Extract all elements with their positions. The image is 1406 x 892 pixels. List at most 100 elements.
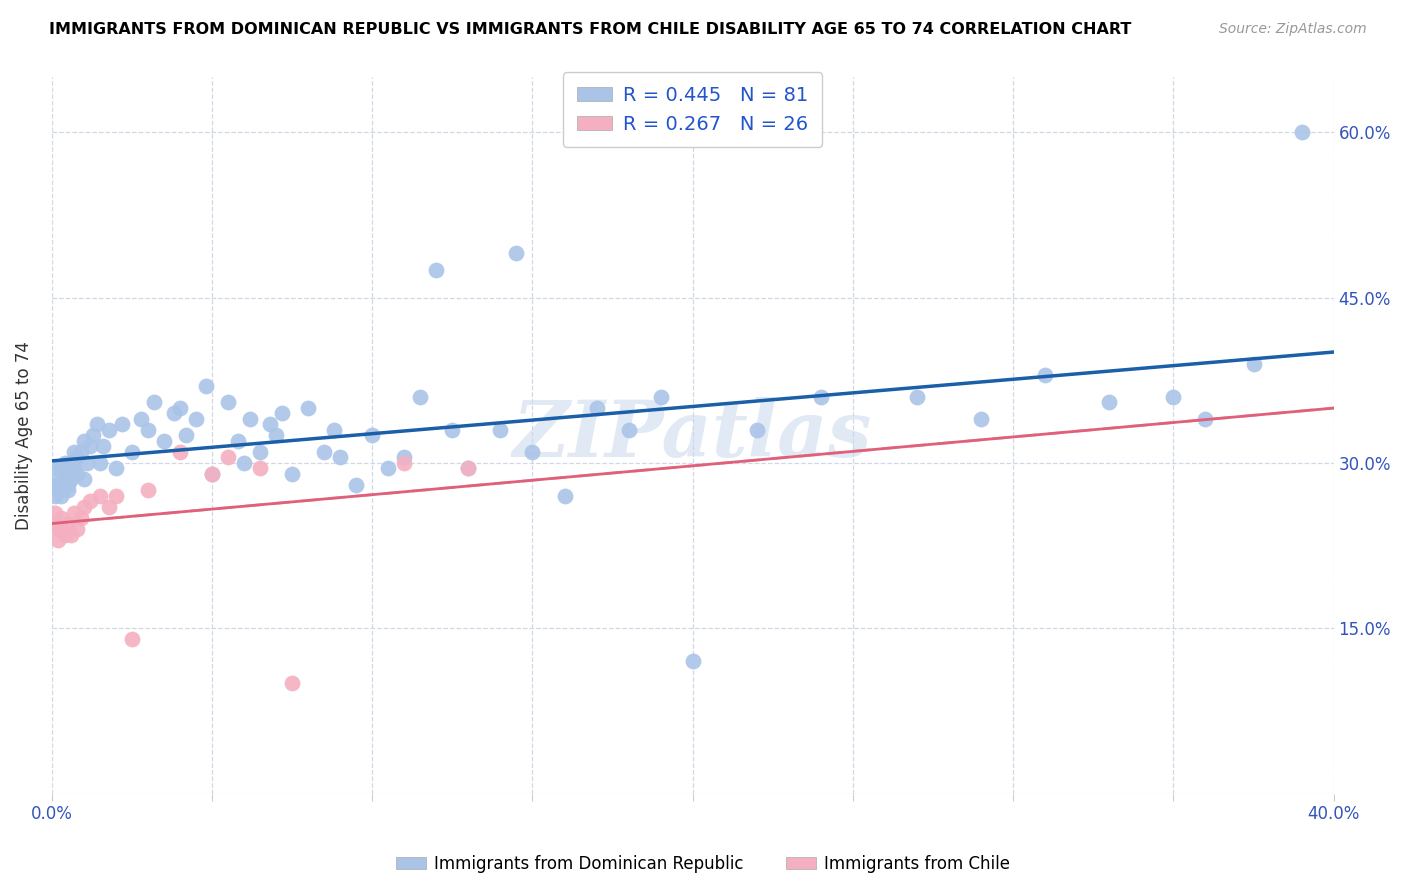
Point: [489, 423, 512, 437]
Text: ZIPatlas: ZIPatlas: [513, 397, 872, 474]
Text: IMMIGRANTS FROM DOMINICAN REPUBLIC VS IMMIGRANTS FROM CHILE DISABILITY AGE 65 TO: IMMIGRANTS FROM DOMINICAN REPUBLIC VS IM…: [49, 22, 1132, 37]
Point: [53, 456, 76, 470]
Legend: Immigrants from Dominican Republic, Immigrants from Chile: Immigrants from Dominican Republic, Immi…: [389, 848, 1017, 880]
Point: [409, 390, 432, 404]
Point: [44, 516, 66, 531]
Point: [56, 461, 79, 475]
Point: [249, 461, 271, 475]
Point: [51, 522, 73, 536]
Point: [1243, 357, 1265, 371]
Point: [201, 467, 224, 481]
Point: [98, 423, 121, 437]
Point: [121, 445, 143, 459]
Point: [51, 461, 73, 475]
Point: [136, 483, 159, 498]
Point: [457, 461, 479, 475]
Point: [59, 527, 82, 541]
Point: [377, 461, 399, 475]
Point: [104, 489, 127, 503]
Point: [249, 445, 271, 459]
Point: [56, 516, 79, 531]
Point: [63, 506, 86, 520]
Point: [82, 428, 104, 442]
Point: [553, 489, 575, 503]
Point: [89, 456, 111, 470]
Point: [314, 445, 336, 459]
Point: [970, 412, 993, 426]
Point: [63, 445, 86, 459]
Point: [361, 428, 384, 442]
Point: [131, 412, 153, 426]
Point: [226, 434, 249, 448]
Point: [51, 489, 73, 503]
Point: [441, 423, 464, 437]
Point: [53, 527, 76, 541]
Point: [176, 428, 198, 442]
Point: [297, 401, 319, 415]
Point: [46, 461, 69, 475]
Point: [201, 467, 224, 481]
Point: [69, 511, 91, 525]
Point: [53, 472, 76, 486]
Point: [66, 467, 89, 481]
Point: [184, 412, 207, 426]
Point: [153, 434, 176, 448]
Point: [169, 445, 191, 459]
Point: [59, 472, 82, 486]
Point: [66, 450, 89, 465]
Point: [1098, 395, 1121, 409]
Point: [585, 401, 607, 415]
Point: [63, 461, 86, 475]
Point: [394, 456, 416, 470]
Point: [73, 500, 96, 514]
Legend: R = 0.445   N = 81, R = 0.267   N = 26: R = 0.445 N = 81, R = 0.267 N = 26: [564, 72, 823, 147]
Point: [46, 472, 69, 486]
Point: [239, 412, 262, 426]
Point: [89, 489, 111, 503]
Point: [104, 461, 127, 475]
Point: [1194, 412, 1216, 426]
Point: [51, 478, 73, 492]
Y-axis label: Disability Age 65 to 74: Disability Age 65 to 74: [15, 341, 32, 530]
Point: [98, 500, 121, 514]
Point: [281, 467, 304, 481]
Point: [169, 401, 191, 415]
Point: [271, 406, 294, 420]
Point: [143, 395, 166, 409]
Point: [650, 390, 672, 404]
Point: [76, 456, 98, 470]
Point: [46, 522, 69, 536]
Point: [329, 450, 352, 465]
Point: [217, 395, 239, 409]
Point: [505, 246, 527, 260]
Point: [233, 456, 256, 470]
Point: [69, 445, 91, 459]
Point: [682, 654, 704, 668]
Point: [44, 506, 66, 520]
Point: [121, 632, 143, 647]
Point: [56, 478, 79, 492]
Point: [1291, 125, 1313, 139]
Point: [66, 522, 89, 536]
Point: [905, 390, 928, 404]
Point: [194, 378, 217, 392]
Point: [79, 494, 101, 508]
Point: [91, 439, 114, 453]
Point: [44, 489, 66, 503]
Point: [322, 423, 344, 437]
Point: [73, 472, 96, 486]
Point: [136, 423, 159, 437]
Point: [617, 423, 640, 437]
Point: [111, 417, 134, 432]
Point: [44, 478, 66, 492]
Point: [1033, 368, 1056, 382]
Point: [79, 439, 101, 453]
Point: [162, 406, 184, 420]
Point: [46, 483, 69, 498]
Point: [259, 417, 281, 432]
Text: Source: ZipAtlas.com: Source: ZipAtlas.com: [1219, 22, 1367, 37]
Point: [745, 423, 768, 437]
Point: [457, 461, 479, 475]
Point: [217, 450, 239, 465]
Point: [425, 263, 447, 277]
